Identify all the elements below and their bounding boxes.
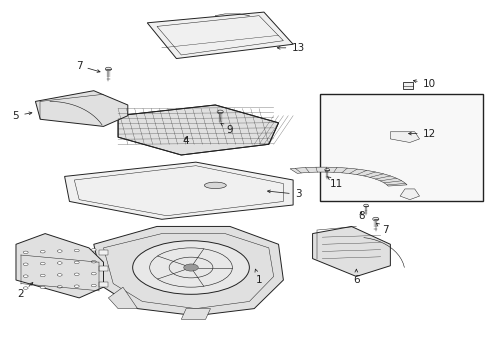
Polygon shape [94,226,283,316]
Text: 1: 1 [254,269,262,285]
Ellipse shape [57,250,62,252]
Polygon shape [289,167,406,186]
Ellipse shape [91,249,96,251]
Polygon shape [389,132,419,143]
Polygon shape [399,189,419,200]
Polygon shape [181,309,210,319]
Ellipse shape [363,204,367,207]
Text: 7: 7 [376,223,388,235]
Bar [99,249,108,255]
Ellipse shape [324,168,329,171]
Ellipse shape [91,284,96,287]
Text: 4: 4 [183,136,189,146]
Ellipse shape [91,273,96,275]
Ellipse shape [91,261,96,263]
Ellipse shape [23,275,28,278]
Polygon shape [64,162,292,219]
Ellipse shape [217,110,223,114]
Ellipse shape [183,264,198,271]
Polygon shape [312,226,389,276]
Text: 13: 13 [277,43,304,53]
Text: 11: 11 [327,177,343,189]
Text: 7: 7 [76,61,100,72]
Text: 10: 10 [412,78,435,89]
Text: 6: 6 [352,269,359,285]
Bar [319,94,482,202]
Ellipse shape [74,249,79,252]
Ellipse shape [57,274,62,276]
Ellipse shape [74,273,79,275]
Ellipse shape [74,285,79,287]
Text: 2: 2 [18,283,33,299]
Text: 5: 5 [13,111,32,121]
Ellipse shape [74,261,79,264]
Ellipse shape [40,274,45,277]
Text: 3: 3 [267,189,301,199]
Ellipse shape [40,251,45,253]
Bar [99,266,108,271]
Polygon shape [16,234,103,298]
Ellipse shape [40,262,45,265]
Text: 12: 12 [408,129,435,139]
Ellipse shape [372,217,378,221]
Text: 8: 8 [357,211,364,221]
Polygon shape [147,12,292,59]
Ellipse shape [204,182,226,189]
Ellipse shape [40,286,45,289]
Ellipse shape [23,287,28,289]
Bar [402,82,412,89]
Ellipse shape [57,285,62,288]
Ellipse shape [23,251,28,253]
Ellipse shape [132,241,249,294]
Ellipse shape [23,263,28,265]
Polygon shape [35,91,127,126]
Polygon shape [108,287,137,309]
Ellipse shape [105,67,111,71]
Polygon shape [118,105,278,155]
Ellipse shape [57,262,62,264]
Bar [99,282,108,287]
Text: 9: 9 [221,123,233,135]
